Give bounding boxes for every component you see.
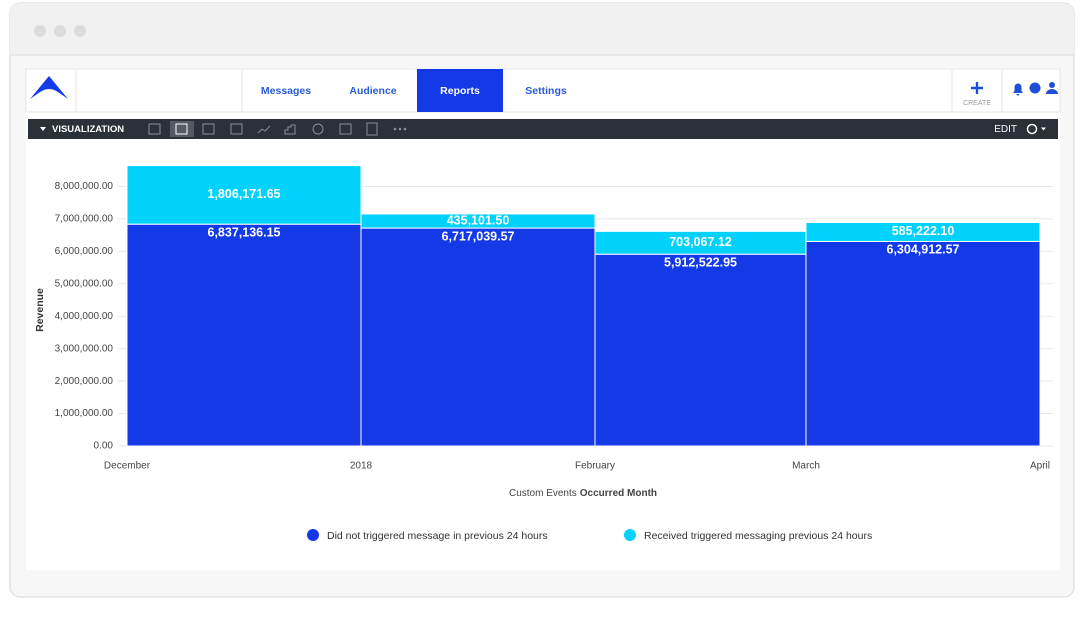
window-button[interactable] [34, 25, 46, 37]
gear-icon[interactable] [1026, 123, 1038, 135]
toolbar-title: VISUALIZATION [52, 124, 124, 135]
y-tick-label: 3,000,000.00 [55, 343, 114, 354]
edit-button[interactable]: EDIT [994, 124, 1017, 135]
nav-bar [25, 68, 1061, 113]
viz-icon[interactable] [175, 123, 188, 135]
create-label[interactable]: CREATE [963, 100, 991, 107]
logo[interactable] [30, 76, 68, 99]
window-button[interactable] [54, 25, 66, 37]
bar-segment [126, 223, 362, 447]
collapse-icon[interactable] [40, 127, 46, 131]
x-tick-label: February [575, 461, 615, 472]
y-tick-label: 8,000,000.00 [55, 181, 114, 192]
x-tick-label: December [104, 461, 151, 472]
x-axis-label-part: Occurred Month [580, 488, 657, 499]
bar-segment [126, 165, 362, 225]
x-axis-label: Custom Events Occurred Month [509, 488, 657, 499]
user-icon-body [1046, 89, 1058, 94]
viz-icon[interactable] [202, 123, 215, 135]
y-tick-label: 1,000,000.00 [55, 408, 114, 419]
window-button[interactable] [74, 25, 86, 37]
value-label: 585,222.10 [892, 224, 955, 238]
x-tick-label: March [792, 461, 820, 472]
value-label: 6,837,136.15 [208, 225, 281, 239]
value-label: 5,912,522.95 [664, 255, 737, 269]
user-icon[interactable] [1049, 82, 1055, 88]
nav-tab[interactable]: Messages [261, 85, 311, 97]
viz-icon[interactable] [230, 123, 243, 135]
viz-icon[interactable] [339, 123, 352, 135]
viz-icon[interactable] [284, 124, 296, 135]
bar-segment [805, 221, 1041, 242]
viz-icon[interactable] [366, 122, 378, 136]
gear-caret[interactable] [1041, 127, 1046, 131]
viz-icon[interactable] [148, 123, 161, 135]
y-tick-label: 5,000,000.00 [55, 278, 114, 289]
nav-tab[interactable]: Audience [349, 85, 396, 97]
y-tick-label: 2,000,000.00 [55, 376, 114, 387]
nav-tab[interactable]: Reports [440, 85, 480, 97]
viz-icon[interactable] [312, 123, 324, 135]
viz-icon[interactable] [257, 125, 271, 134]
x-axis-label-part: Custom Events [509, 488, 577, 499]
bar-segment [360, 227, 596, 447]
bell-icon[interactable] [1013, 83, 1023, 96]
value-label: 435,101.50 [447, 213, 510, 227]
x-tick-label: April [1030, 461, 1050, 472]
y-tick-label: 4,000,000.00 [55, 311, 114, 322]
tab-active-bg [417, 69, 503, 112]
bar-segment [360, 213, 596, 229]
y-axis-label: Revenue [34, 288, 46, 332]
value-label: 703,067.12 [669, 235, 732, 249]
legend-label[interactable]: Received triggered messaging previous 24… [644, 530, 872, 542]
legend-swatch[interactable] [307, 529, 319, 541]
value-label: 6,717,039.57 [442, 229, 515, 243]
y-tick-label: 6,000,000.00 [55, 246, 114, 257]
y-tick-label: 7,000,000.00 [55, 214, 114, 225]
x-tick-label: 2018 [350, 461, 373, 472]
legend-label[interactable]: Did not triggered message in previous 24… [327, 530, 548, 542]
help-icon[interactable] [1029, 82, 1041, 94]
bar-segment [805, 240, 1041, 447]
create-icon[interactable] [971, 82, 983, 94]
value-label: 6,304,912.57 [887, 243, 960, 257]
y-tick-label: 0.00 [94, 441, 114, 452]
value-label: 1,806,171.65 [208, 187, 281, 201]
legend-swatch[interactable] [624, 529, 636, 541]
viz-selected[interactable] [170, 121, 194, 137]
bar-segment [594, 253, 807, 447]
nav-tab[interactable]: Settings [525, 85, 567, 97]
title-bar [10, 3, 1074, 55]
